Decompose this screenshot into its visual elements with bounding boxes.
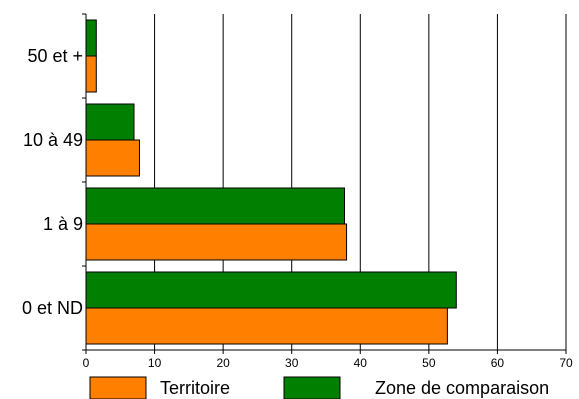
legend-label-territoire: Territoire xyxy=(160,378,230,398)
x-tick-label-0: 0 xyxy=(83,356,90,370)
bar-zone-de-comparaison-2 xyxy=(85,187,346,225)
legend-swatch-territoire xyxy=(89,376,147,399)
legend-label-zone-de-comparaison: Zone de comparaison xyxy=(375,378,549,398)
bar-territoire-2 xyxy=(85,223,348,261)
legend-swatch-zone-de-comparaison xyxy=(283,376,341,399)
bar-zone-de-comparaison-0 xyxy=(85,19,97,57)
bars xyxy=(85,19,457,345)
bar-territoire-0 xyxy=(85,55,97,93)
category-label-0: 50 et + xyxy=(27,46,83,66)
category-label-1: 10 à 49 xyxy=(23,130,83,150)
x-tick-label-20: 20 xyxy=(216,356,230,370)
category-label-3: 0 et ND xyxy=(22,298,83,318)
legend: Territoire Zone de comparaison xyxy=(89,376,549,399)
axes xyxy=(82,13,567,354)
x-tick-label-60: 60 xyxy=(491,356,505,370)
bar-territoire-1 xyxy=(85,139,140,177)
category-labels: 50 et + 10 à 49 1 à 9 0 et ND xyxy=(22,46,83,318)
x-tick-label-30: 30 xyxy=(285,356,299,370)
tick-labels: 0 10 20 30 40 50 60 70 xyxy=(83,356,573,370)
category-label-2: 1 à 9 xyxy=(43,214,83,234)
x-tick-label-70: 70 xyxy=(559,356,573,370)
bar-zone-de-comparaison-3 xyxy=(85,271,457,309)
x-tick-label-10: 10 xyxy=(148,356,162,370)
x-tick-label-40: 40 xyxy=(354,356,368,370)
bar-zone-de-comparaison-1 xyxy=(85,103,135,141)
x-tick-label-50: 50 xyxy=(422,356,436,370)
bar-territoire-3 xyxy=(85,307,448,345)
grid-lines xyxy=(154,14,567,350)
